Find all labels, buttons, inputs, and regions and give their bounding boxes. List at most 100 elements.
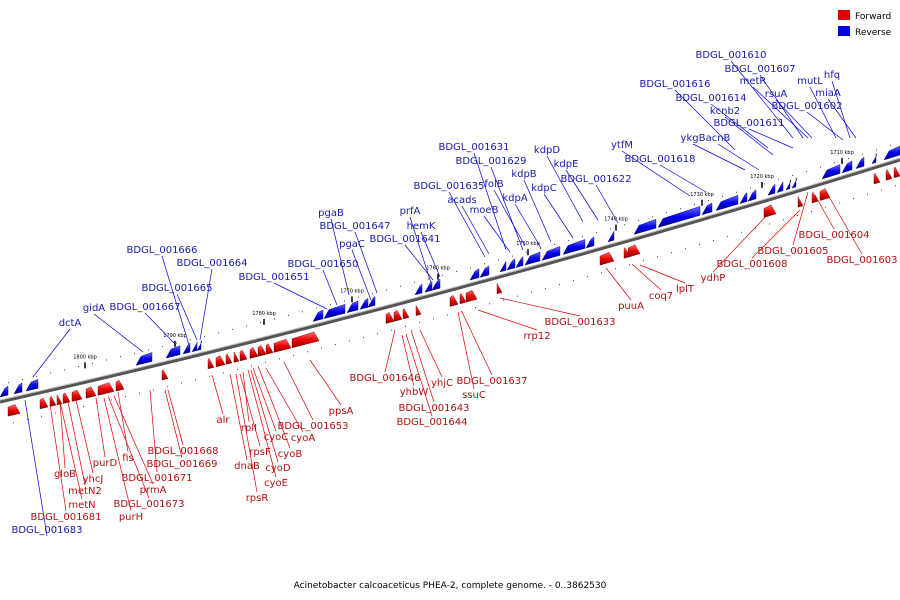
reverse-gene-arrow bbox=[359, 297, 369, 310]
track-dot bbox=[307, 351, 308, 353]
forward-gene-label: cyoD bbox=[265, 463, 291, 474]
reverse-gene-arrow bbox=[776, 180, 784, 193]
track-dot bbox=[895, 185, 896, 187]
track-dot bbox=[372, 293, 373, 295]
forward-gene-label: metN bbox=[68, 500, 95, 511]
forward-gene-label: cyoB bbox=[278, 449, 303, 460]
reverse-gene-label: miaA bbox=[815, 88, 841, 99]
track-dot bbox=[741, 231, 742, 233]
genome-backbone bbox=[0, 157, 900, 404]
forward-gene-arrow bbox=[393, 310, 403, 322]
tick-label: 1760 kbp bbox=[426, 266, 450, 272]
reverse-gene-label: BDGL_001611 bbox=[713, 118, 784, 129]
reverse-gene-label: moeB bbox=[470, 205, 499, 216]
reverse-leader-line bbox=[144, 312, 177, 346]
gene-arrows bbox=[0, 145, 900, 417]
track-dot bbox=[386, 289, 387, 291]
track-dot bbox=[176, 342, 177, 344]
forward-leader-line bbox=[239, 373, 261, 447]
track-dot bbox=[316, 307, 317, 309]
reverse-leader-line bbox=[273, 282, 328, 310]
track-dot bbox=[657, 256, 658, 258]
forward-gene-label: ssuC bbox=[462, 390, 486, 401]
track-dot bbox=[610, 228, 611, 230]
track-dot bbox=[456, 270, 457, 272]
track-dot bbox=[778, 179, 779, 181]
reverse-leader-line bbox=[831, 80, 851, 139]
track-dot bbox=[573, 280, 574, 282]
track-dot bbox=[783, 219, 784, 221]
track-dot bbox=[181, 382, 182, 384]
legend-forward-swatch bbox=[838, 10, 850, 20]
forward-gene-arrow bbox=[225, 353, 233, 365]
tick-label: 1790 kbp bbox=[163, 333, 187, 339]
track-dot bbox=[881, 189, 882, 191]
track-dot bbox=[727, 235, 728, 237]
forward-gene-label: BDGL_001653 bbox=[277, 421, 348, 432]
track-dot bbox=[862, 153, 863, 155]
reverse-leader-line bbox=[730, 60, 794, 139]
reverse-gene-label: ytfM bbox=[611, 140, 633, 151]
forward-leader-line bbox=[167, 389, 184, 446]
track-dot bbox=[484, 263, 485, 265]
forward-gene-label: dnaB bbox=[234, 461, 260, 472]
reverse-gene-label: BDGL_001664 bbox=[176, 258, 247, 269]
forward-gene-label: BDGL_001604 bbox=[798, 230, 869, 241]
forward-gene-label: BDGL_001643 bbox=[398, 403, 469, 414]
forward-gene-arrow bbox=[402, 308, 410, 320]
track-dot bbox=[41, 415, 42, 417]
forward-gene-label: yhbW bbox=[400, 387, 429, 398]
forward-leader-line bbox=[309, 359, 342, 406]
forward-gene-arrow bbox=[215, 355, 226, 368]
reverse-gene-arrow bbox=[883, 145, 900, 161]
track-dot bbox=[568, 240, 569, 242]
reverse-gene-label: BDGL_001622 bbox=[560, 174, 631, 185]
track-dot bbox=[806, 170, 807, 172]
reverse-gene-arrow bbox=[855, 156, 865, 169]
forward-leader-line bbox=[59, 401, 83, 500]
reverse-leader-line bbox=[404, 244, 434, 281]
track-dot bbox=[811, 210, 812, 212]
track-dot bbox=[414, 282, 415, 284]
reverse-gene-arrow bbox=[747, 189, 757, 202]
track-dot bbox=[321, 347, 322, 349]
reverse-gene-label: acads bbox=[447, 195, 476, 206]
track-dot bbox=[624, 224, 625, 226]
forward-gene-label: fis bbox=[122, 453, 134, 464]
forward-gene-label: BDGL_001681 bbox=[30, 512, 101, 523]
reverse-gene-arrow bbox=[312, 309, 324, 322]
reverse-leader-line bbox=[93, 313, 144, 353]
forward-gene-arrow bbox=[49, 395, 57, 407]
track-dot bbox=[867, 193, 868, 195]
forward-gene-arrow bbox=[819, 188, 831, 201]
track-dot bbox=[92, 362, 93, 364]
forward-leader-line bbox=[477, 309, 538, 331]
reverse-leader-line bbox=[724, 116, 774, 156]
forward-leader-line bbox=[117, 391, 129, 453]
reverse-leader-line bbox=[759, 74, 804, 139]
reverse-gene-arrow bbox=[871, 152, 878, 165]
reverse-gene-label: BDGL_001647 bbox=[319, 221, 390, 232]
track-dot bbox=[643, 260, 644, 262]
track-dot bbox=[834, 162, 835, 164]
track-dot bbox=[106, 359, 107, 361]
reverse-gene-arrow bbox=[431, 278, 441, 291]
forward-gene-label: BDGL_001671 bbox=[121, 473, 192, 484]
forward-gene-label: BDGL_001633 bbox=[544, 317, 615, 328]
reverse-leader-line bbox=[523, 179, 552, 243]
track-dot bbox=[139, 392, 140, 394]
reverse-gene-arrow bbox=[346, 300, 359, 314]
track-dot bbox=[293, 354, 294, 356]
forward-gene-arrow bbox=[449, 295, 459, 307]
reverse-gene-label: BDGL_001683 bbox=[11, 525, 82, 536]
track-dot bbox=[694, 204, 695, 206]
forward-gene-arrow bbox=[273, 338, 292, 353]
track-dot bbox=[111, 399, 112, 401]
track-dot bbox=[652, 216, 653, 218]
track-dot bbox=[839, 202, 840, 204]
forward-gene-label: cyoA bbox=[291, 433, 316, 444]
reverse-gene-arrow bbox=[524, 251, 541, 266]
forward-leader-line bbox=[405, 333, 433, 417]
forward-leader-line bbox=[235, 373, 258, 493]
